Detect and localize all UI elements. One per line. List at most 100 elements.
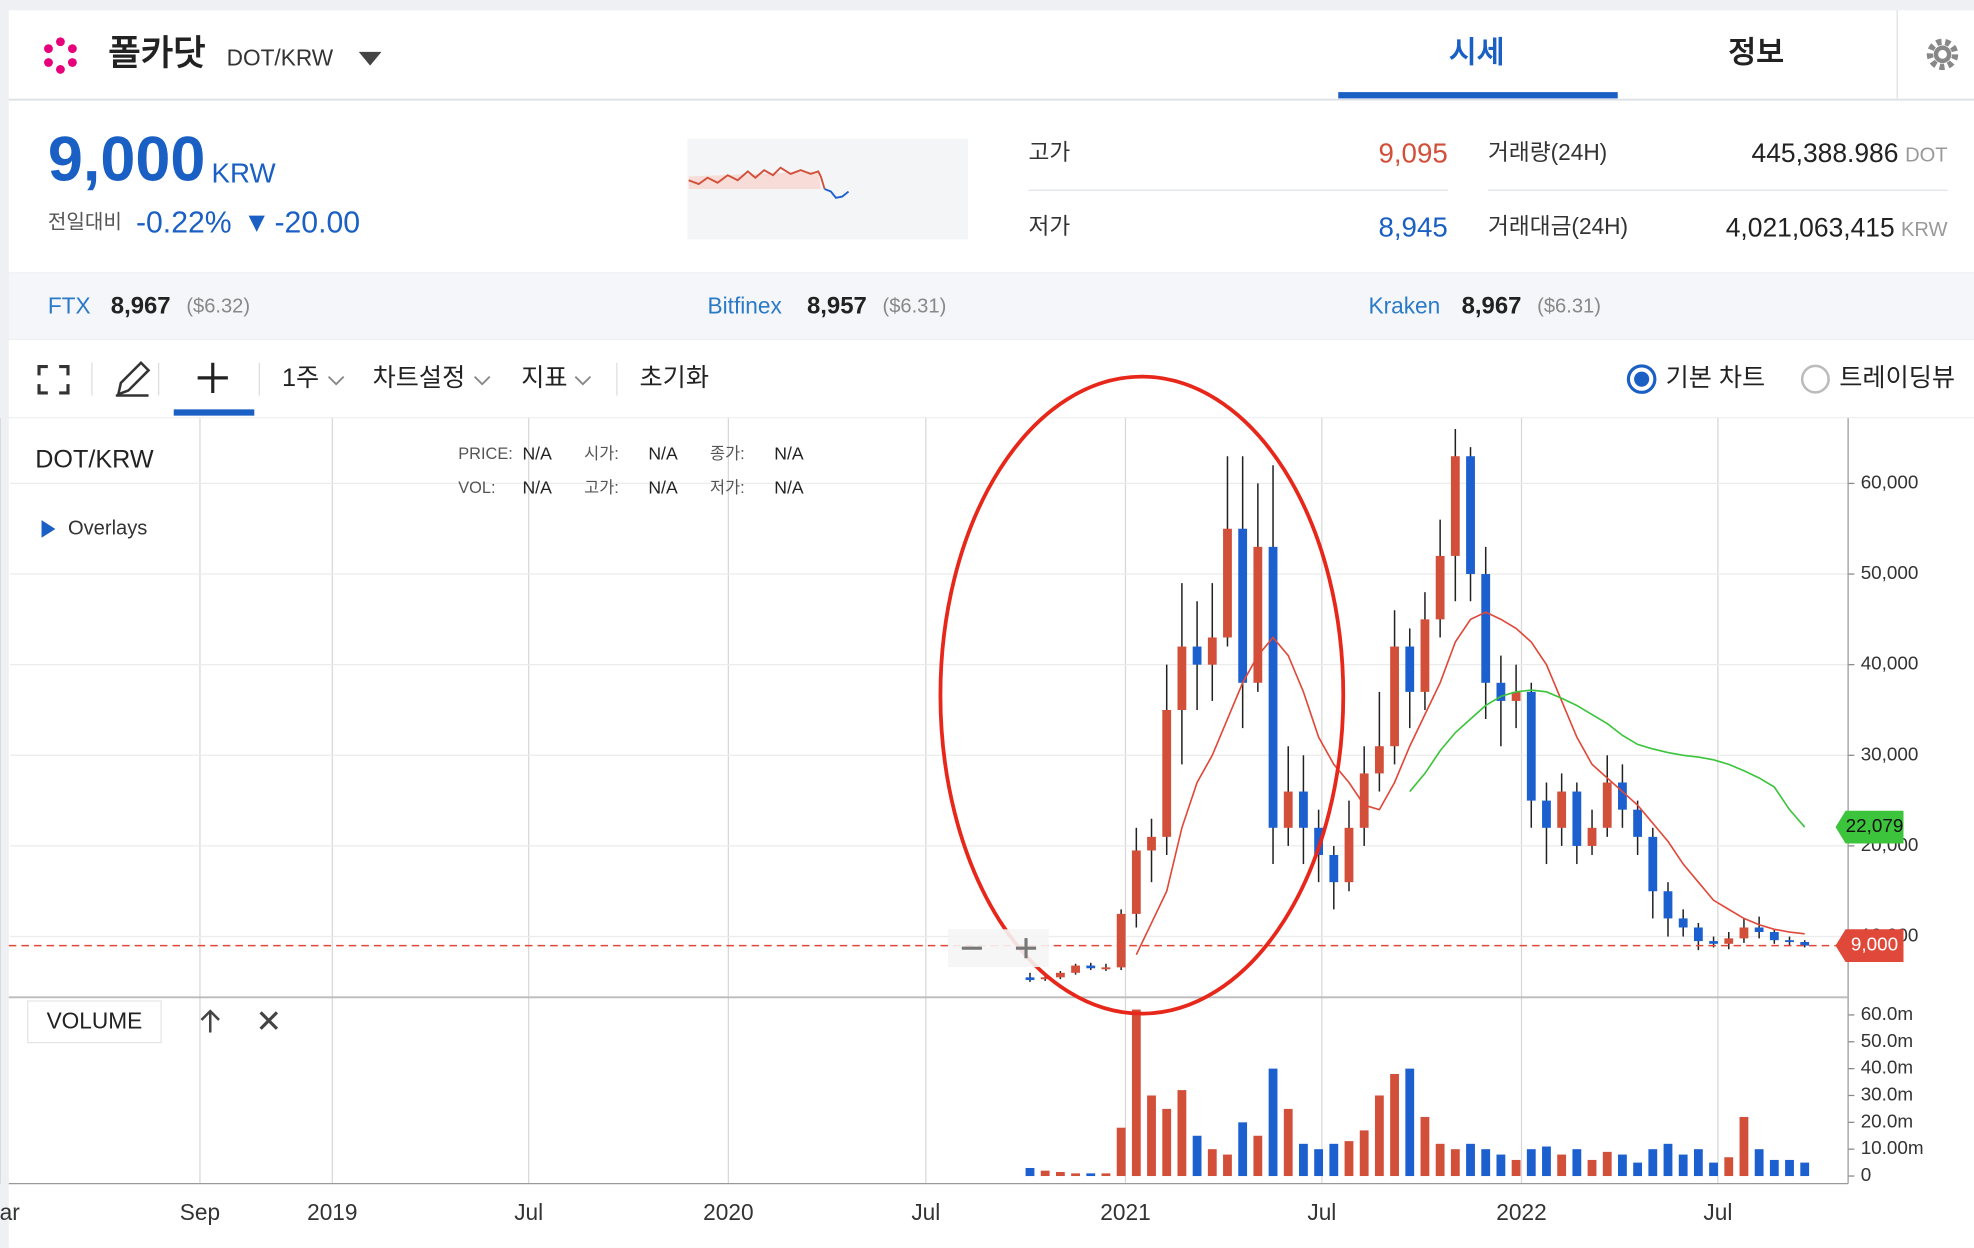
period[interactable]: 1주 (282, 364, 319, 392)
candle-body (1678, 918, 1688, 928)
candle-body (1405, 646, 1415, 692)
stat-value: 4,021,063,415 (1726, 212, 1895, 242)
volume-bar (1299, 1143, 1308, 1177)
candle-body (1101, 967, 1111, 970)
reset[interactable]: 초기화 (640, 364, 709, 392)
stat-label: 거래량(24H) (1488, 139, 1607, 165)
volume-bar (1466, 1143, 1475, 1177)
x-tick-label: Jul (514, 1199, 543, 1225)
fullscreen-icon[interactable] (37, 364, 70, 395)
volume-bar (1648, 1149, 1658, 1177)
dropdown[interactable] (358, 51, 382, 66)
volume-bar (1754, 1149, 1764, 1177)
x-tick-label: 2019 (307, 1199, 357, 1225)
volume-bar (1785, 1159, 1794, 1177)
candle-body (1618, 782, 1627, 810)
volume-bar (1071, 1173, 1080, 1177)
volume-bar (1238, 1122, 1248, 1177)
volume-bar (1055, 1172, 1065, 1177)
exchange-price: 8,967 (1462, 293, 1522, 320)
exchange-name[interactable]: FTX (48, 292, 91, 318)
overlay-arrow[interactable] (41, 520, 56, 538)
close-icon[interactable] (259, 1011, 279, 1030)
move-up-icon[interactable] (200, 1009, 220, 1033)
price-badge (1835, 929, 1904, 962)
volume-tick-label: 50.0m (1861, 1031, 1913, 1052)
candle-body (1420, 619, 1430, 692)
chevron (473, 375, 491, 386)
volume-bar (1131, 1009, 1141, 1177)
candle-body (1481, 574, 1491, 683)
tab[interactable]: 정보 (1728, 35, 1784, 69)
exchange-name[interactable]: Bitfinex (708, 292, 783, 318)
volume-bar (1618, 1154, 1627, 1177)
plot: MarSep2019Jul2020Jul2021Jul2022Jul10,000… (0, 418, 1924, 1225)
tab[interactable]: 시세 (1449, 35, 1505, 69)
candle-body (1192, 646, 1202, 665)
radio[interactable] (1800, 364, 1830, 394)
candle-body (1207, 637, 1217, 665)
candle-body (1450, 456, 1460, 556)
volume-bar (1633, 1162, 1643, 1177)
mode[interactable]: 트레이딩뷰 (1839, 364, 1955, 392)
volume-bar (1329, 1143, 1339, 1177)
chart-settings[interactable]: 차트설정 (373, 364, 466, 392)
candle-body (1086, 965, 1096, 969)
indicators[interactable]: 지표 (521, 364, 567, 392)
candle-body (1147, 836, 1156, 851)
overlays[interactable]: Overlays (68, 517, 147, 539)
crosshair-icon[interactable] (197, 362, 228, 393)
radio[interactable] (1626, 364, 1657, 394)
volume-tick-label: 20.0m (1861, 1111, 1913, 1132)
pair: DOT/KRW (227, 44, 334, 70)
draw-icon[interactable] (115, 360, 151, 397)
candle-body (1055, 972, 1065, 978)
candle-body (1693, 927, 1703, 942)
volume-bar (1390, 1074, 1399, 1177)
legend: PRICE: N/A 시가: N/A 종가: N/A VOL: N/A 고가: N/A 저가: N/A (458, 443, 804, 497)
candle-body (1040, 977, 1050, 980)
stat-unit: DOT (1905, 145, 1947, 167)
candle-body (1496, 682, 1506, 701)
stat-value: 8,945 (1378, 212, 1447, 243)
settings-icon[interactable] (1926, 38, 1959, 71)
candle-body (1557, 791, 1567, 828)
legend-value: N/A (648, 477, 678, 497)
candle-body (1526, 691, 1536, 801)
candle-body (1329, 854, 1339, 883)
x-tick-label: Jul (911, 1199, 940, 1225)
candle-body (1709, 941, 1718, 944)
volume-tick-label: 10.00m (1861, 1138, 1924, 1159)
y-tick-label: 60,000 (1861, 472, 1919, 493)
zoom-controls (947, 929, 1049, 968)
mode[interactable]: 기본 차트 (1666, 364, 1766, 392)
volume-bar (1435, 1143, 1445, 1177)
volume-bar (1147, 1095, 1156, 1177)
stat-value: 9,095 (1378, 137, 1447, 168)
volume-bar (1314, 1149, 1324, 1177)
change: -20.00 (274, 206, 360, 239)
candle-body (1131, 850, 1141, 914)
volume-bar (1177, 1090, 1187, 1177)
volume-bar (1481, 1149, 1491, 1177)
legend-key: 저가: (710, 479, 745, 497)
candle-body (1466, 456, 1475, 575)
candle-body (1374, 746, 1384, 774)
volume-bar (1526, 1149, 1536, 1177)
stat-label: 저가 (1029, 213, 1071, 239)
currency: KRW (212, 158, 277, 189)
volume-bar (1086, 1173, 1096, 1177)
y-tick-label: 50,000 (1861, 563, 1919, 584)
stat-value: 445,388.986 (1752, 138, 1899, 168)
exchange-name[interactable]: Kraken (1368, 292, 1440, 318)
candle-body (1587, 827, 1597, 846)
legend-value: N/A (774, 477, 804, 497)
candle-body (1785, 940, 1794, 943)
candle-body (1511, 691, 1521, 701)
price-badge-label: 22,079 (1846, 816, 1904, 837)
candle-body (1314, 827, 1324, 855)
radio-dot (1634, 371, 1650, 387)
zoom-in[interactable] (1015, 938, 1037, 959)
volume-bar (1283, 1108, 1293, 1177)
